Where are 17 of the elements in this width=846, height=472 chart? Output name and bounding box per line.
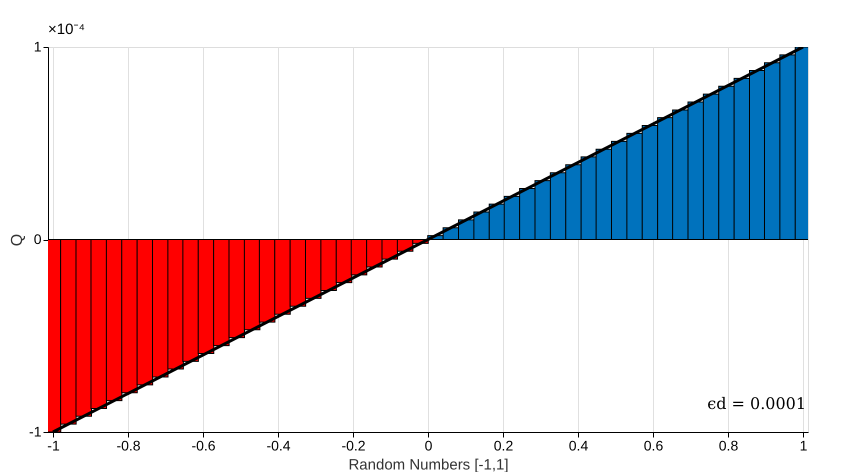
y-tick-label: -1	[29, 424, 42, 440]
x-tick-label: 0	[424, 438, 433, 454]
y-axis-title: Q	[9, 234, 26, 246]
x-tick-label: 0.8	[718, 438, 738, 454]
y-tick-label: 1	[34, 38, 42, 54]
x-tick-label: -0.2	[341, 438, 366, 454]
x-tick-label: 0.6	[644, 438, 664, 454]
x-tick-label: -0.4	[266, 438, 291, 454]
x-tick-label: -1	[47, 438, 60, 454]
annotation: ϵd = 0.0001	[707, 394, 806, 413]
x-tick-label: 0.2	[494, 438, 514, 454]
x-tick-label: -0.6	[191, 438, 216, 454]
text: ×10⁻⁴	[48, 21, 85, 38]
x-tick-label: -0.8	[116, 438, 141, 454]
x-tick-label: 0.4	[568, 438, 588, 454]
y-tick-label: 0	[34, 231, 42, 247]
x-tick-label: 1	[800, 438, 808, 454]
